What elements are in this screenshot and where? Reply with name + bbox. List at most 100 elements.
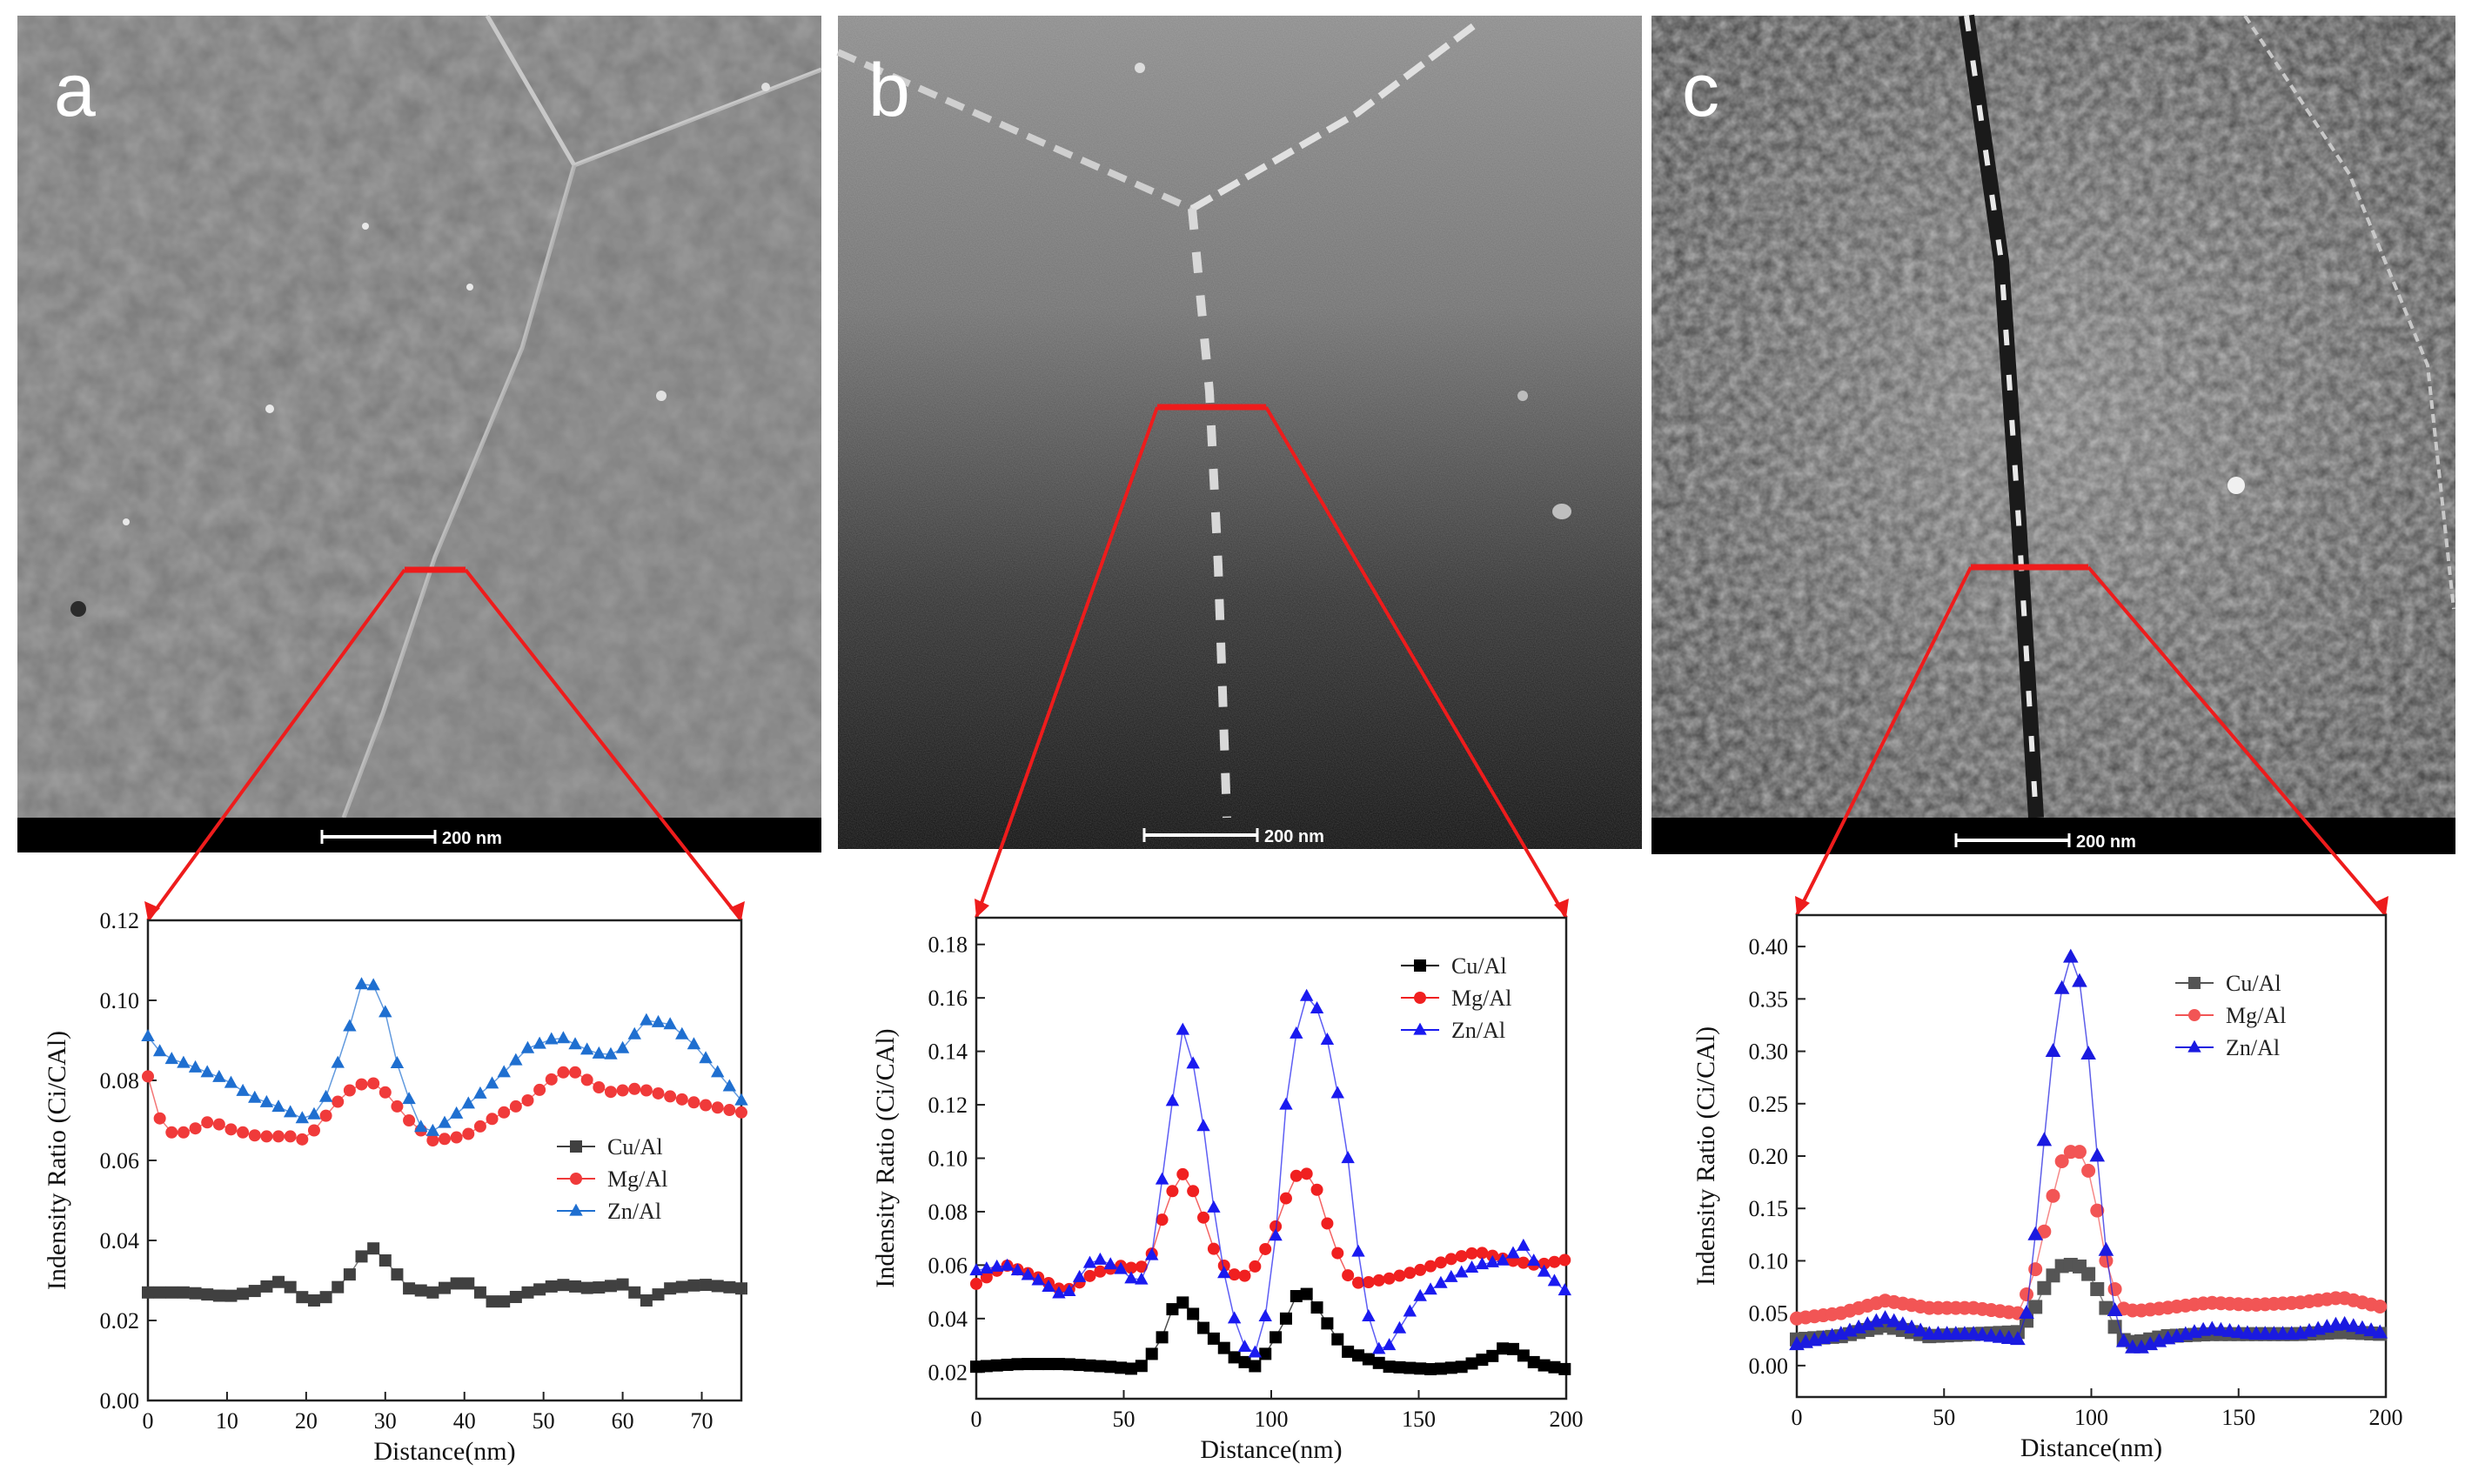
data-point [1310,1301,1323,1314]
scale-bar-label: 200 nm [442,829,502,848]
data-point [1290,1290,1303,1303]
data-point [980,1271,993,1284]
data-point [1330,1086,1344,1099]
legend-label: Cu/Al [607,1134,663,1160]
data-point [237,1126,250,1139]
data-point [1187,1185,1200,1198]
data-point [2045,1042,2061,1057]
data-point [1300,1167,1313,1180]
data-point [1001,1358,1014,1371]
data-point [1506,1342,1519,1355]
data-point [2063,948,2079,963]
data-point [1248,1345,1263,1358]
data-point [414,1284,427,1297]
data-point [307,1294,320,1307]
data-point [1176,1296,1189,1309]
data-point [1444,1269,1458,1282]
data-point [980,1360,993,1373]
data-point [1517,1238,1531,1251]
data-point [1372,1356,1385,1369]
data-point [604,1086,617,1099]
data-point [2019,1305,2034,1320]
data-point [1000,1258,1015,1271]
data-point [283,1105,298,1118]
y-tick-label: 0.02 [100,1308,140,1334]
data-point [1290,1026,1303,1039]
data-point [403,1282,416,1295]
x-tick-label: 50 [1113,1407,1136,1432]
data-point [142,1070,154,1083]
data-point [593,1081,606,1094]
data-point [2107,1281,2122,1296]
y-tick-label: 0.40 [1749,934,1789,959]
data-point [1320,1033,1335,1046]
data-point [366,978,380,991]
data-point [2098,1241,2114,1256]
data-point [545,1073,558,1086]
data-point [1424,1363,1437,1376]
legend-marker [1414,959,1426,972]
data-point [271,1100,285,1113]
data-point [1444,1361,1457,1374]
data-point [1877,1310,1893,1325]
y-tick-label: 0.05 [1749,1301,1789,1327]
data-point [486,1295,499,1308]
data-point [1052,1358,1065,1371]
panel-letter: c [1682,49,1719,132]
data-point [1166,1185,1179,1198]
data-point [1886,1313,1902,1327]
data-point [1527,1253,1541,1267]
data-point [1156,1331,1169,1344]
data-point [141,1029,155,1041]
data-point [1310,1183,1323,1196]
data-point [164,1052,178,1065]
data-point [2355,1320,2370,1334]
y-tick-label: 0.25 [1749,1092,1789,1117]
data-point [722,1079,737,1092]
data-point [1196,1119,1210,1132]
plot-frame [975,916,1568,1400]
data-point [379,1005,392,1018]
data-point [1259,1347,1272,1360]
data-point [2090,1281,2105,1296]
micrograph-b [836,16,1642,849]
data-point [1464,1260,1479,1273]
data-point [379,1254,392,1267]
data-point [604,1046,618,1060]
data-point [2020,1287,2034,1301]
data-point [319,1109,332,1122]
x-tick-label: 100 [1255,1407,1289,1432]
data-point [331,1055,345,1068]
data-point [2089,1147,2106,1162]
data-point [189,1287,202,1300]
data-point [2054,1154,2069,1169]
data-point [462,1277,475,1290]
data-point [485,1076,499,1089]
data-point [426,1134,439,1146]
data-point [367,1242,380,1255]
data-point [580,1281,593,1294]
data-point [177,1286,190,1299]
data-point [1062,1283,1076,1296]
data-point [177,1055,191,1068]
x-tick-label: 20 [295,1408,318,1434]
data-point [1032,1358,1045,1371]
data-point [1382,1338,1397,1351]
zoom-indicators [146,404,2388,922]
data-point [260,1130,273,1143]
data-point [1156,1213,1169,1227]
data-point [557,1066,570,1079]
data-point [616,1084,629,1097]
data-point [711,1280,724,1293]
data-point [1083,1359,1096,1372]
data-point [142,1286,154,1299]
legend-label: Zn/Al [2226,1035,2280,1060]
legend-marker [2188,977,2201,989]
data-point [520,1040,535,1053]
data-point [640,1084,653,1097]
data-point [307,1106,321,1120]
data-point [402,1092,416,1105]
data-point [616,1278,629,1291]
grain-boundary [1959,14,2044,819]
data-point [1217,1260,1230,1273]
